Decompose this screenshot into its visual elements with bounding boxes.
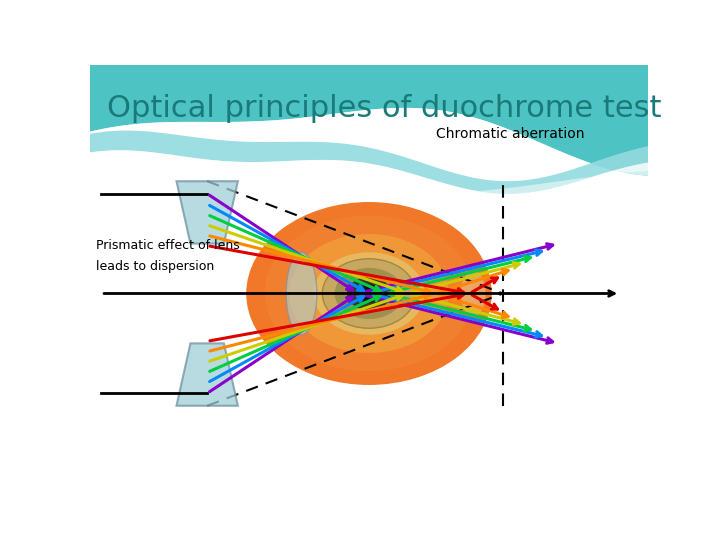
Text: Prismatic effect of lens: Prismatic effect of lens <box>96 239 239 252</box>
Text: leads to dispersion: leads to dispersion <box>96 260 214 273</box>
Circle shape <box>314 252 424 335</box>
Polygon shape <box>176 343 238 406</box>
Ellipse shape <box>286 252 317 335</box>
Circle shape <box>265 216 473 371</box>
Polygon shape <box>90 65 648 176</box>
Polygon shape <box>90 131 648 194</box>
Circle shape <box>289 234 449 353</box>
Polygon shape <box>176 181 238 244</box>
Text: Chromatic aberration: Chromatic aberration <box>436 127 585 141</box>
Circle shape <box>347 277 391 310</box>
Polygon shape <box>90 108 648 181</box>
Circle shape <box>356 285 382 302</box>
Circle shape <box>246 202 492 385</box>
Ellipse shape <box>461 271 485 316</box>
Circle shape <box>335 268 403 319</box>
Circle shape <box>323 259 415 328</box>
Polygon shape <box>90 150 648 194</box>
Text: Optical principles of duochrome test: Optical principles of duochrome test <box>107 94 661 123</box>
